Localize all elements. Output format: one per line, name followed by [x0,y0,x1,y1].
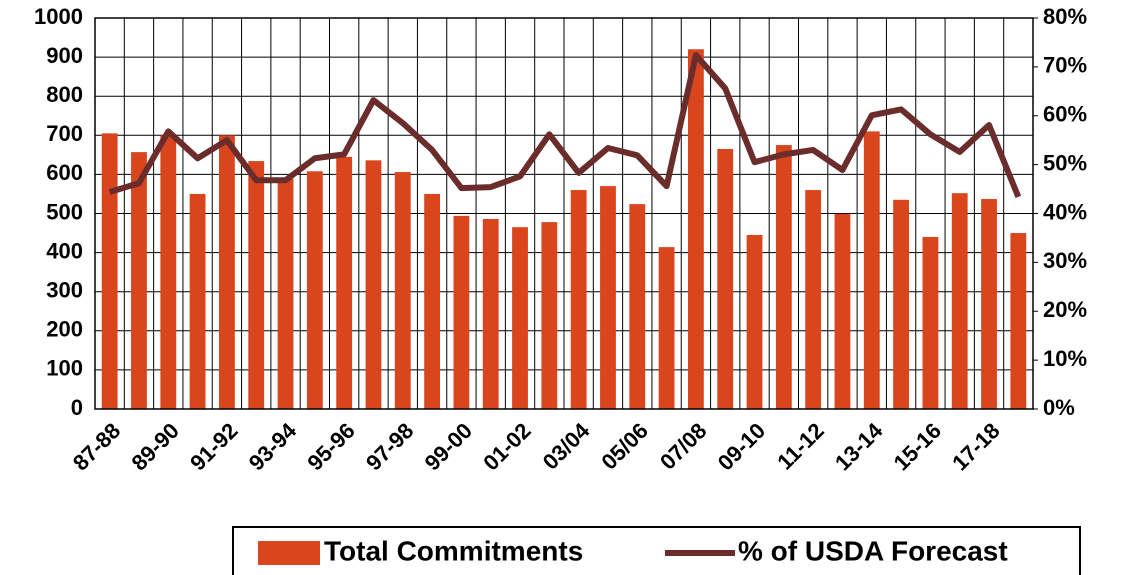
x-tick-label: 15-16 [889,418,946,475]
legend-swatch [258,541,320,565]
bar [394,172,411,409]
legend-label: % of USDA Forecast [738,535,1008,566]
line [108,52,1022,199]
x-tick-label: 07/08 [655,418,712,475]
x-tick-label: 99-00 [420,418,477,475]
legend-box [232,526,1081,575]
y-tick-label: 400 [46,238,83,263]
x-tick-label: 09-10 [713,418,770,475]
bar [717,148,734,410]
bar [160,135,177,410]
y2-tick-label: 20% [1043,297,1087,322]
legend: Total Commitments % of USDA Forecast [232,526,1081,575]
x-tick-label: 93-94 [244,417,302,475]
y-tick-label: 300 [46,278,83,303]
legend-label: Total Commitments [324,535,583,566]
y-tick-label: 0 [71,395,83,420]
x-tick-label: 01-02 [478,418,535,475]
bar [629,204,646,409]
bar [189,193,206,409]
y-tick-label: 800 [46,82,83,107]
y-tick-label: 200 [46,317,83,342]
bar [482,218,499,409]
bar [277,178,294,409]
plot-border [94,17,1034,410]
bar [981,199,997,409]
bar [306,171,323,409]
bar [570,190,587,409]
x-tick-label: 87-88 [68,418,125,475]
bar [101,133,118,409]
x-tick-label: 13-14 [830,417,888,475]
x-tick-label: 05/06 [596,418,653,475]
y2-tick-label: 50% [1043,150,1087,175]
x-tick-label: 89-90 [126,418,183,475]
y-tick-label: 700 [46,121,83,146]
y-tick-label: 500 [46,199,83,224]
x-tick-label: 95-96 [302,418,359,475]
y-tick-label: 900 [46,43,83,68]
y2-tick-label: 40% [1043,199,1087,224]
x-tick-label: 91-92 [185,418,242,475]
y2-tick-label: 0% [1043,395,1075,420]
bar [951,193,968,409]
x-tick-label: 17-18 [947,418,1004,475]
y2-tick-label: 10% [1043,346,1087,371]
bar [453,215,470,409]
bar [658,247,675,409]
bar [746,235,763,409]
bar [336,156,353,409]
bar [424,193,441,409]
bar [893,199,910,409]
bar [541,222,558,409]
y2-tick-label: 30% [1043,248,1087,273]
bar [600,186,616,409]
bar [512,227,528,409]
bar [131,152,147,409]
y2-tick-label: 80% [1043,4,1087,29]
bar [922,236,939,409]
bar [1010,233,1027,409]
bar [775,145,792,409]
bar [834,213,851,409]
y-tick-label: 600 [46,160,83,185]
bar [805,190,822,409]
bar [863,131,880,409]
y-tick-label: 100 [46,356,83,381]
y-tick-label: 1000 [34,4,83,29]
bar [365,160,382,409]
bar [218,135,235,410]
bar [248,161,265,409]
bar [687,49,704,409]
x-tick-label: 97-98 [361,418,418,475]
x-tick-label: 11-12 [772,418,829,475]
x-tick-label: 03/04 [538,417,595,474]
y2-tick-label: 60% [1043,102,1087,127]
y2-tick-label: 70% [1043,53,1087,78]
